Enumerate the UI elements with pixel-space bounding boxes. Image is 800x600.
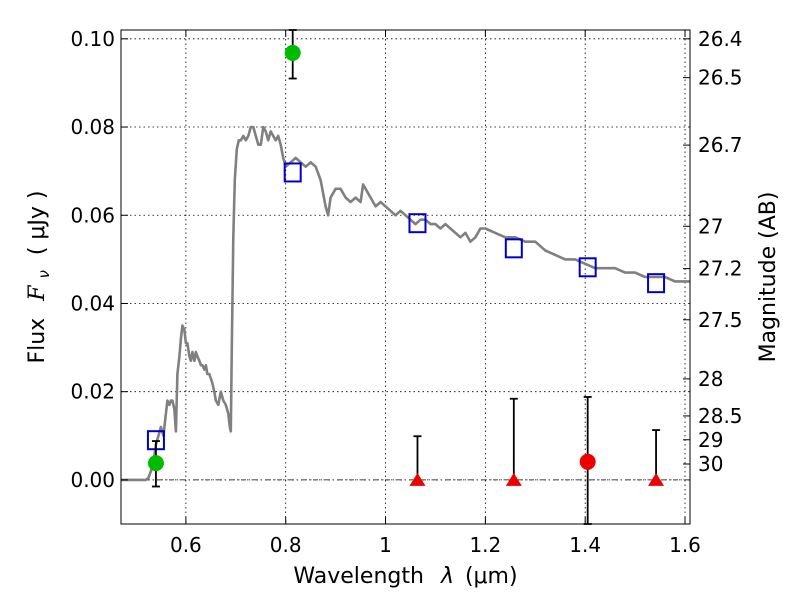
x-tick-label: 1 [379,533,392,557]
mag-tick-label: 28.5 [698,404,743,428]
y-axis-label-unit: ( μJy ) [25,190,50,255]
detection-markers [147,44,665,486]
mag-tick-label: 26.5 [698,66,743,90]
y-tick-label: 0.08 [70,115,115,139]
plot-frame [120,29,691,525]
y-tick-label: 0.00 [70,468,115,492]
x-tick-label: 0.8 [270,533,302,557]
spectrum-line [121,125,690,482]
model-square-marker [283,162,302,183]
detection-circle-marker [284,44,301,61]
x-tick-label: 1.2 [469,533,501,557]
x-axis-label: Wavelength λ (μm) [293,564,517,589]
detection-circle-marker [579,453,596,470]
model-square-marker [578,257,597,278]
x-tick-label: 1.4 [569,533,601,557]
mag-tick-label: 26.4 [698,27,743,51]
model-square-marker [647,273,666,294]
mag-tick-label: 29 [698,428,723,452]
mag-tick-label: 26.7 [698,133,743,157]
y-tick-label: 0.02 [70,380,115,404]
upper-limit-triangle-marker [409,472,426,486]
upper-limit-triangle-marker [648,472,665,486]
x-axis-label-text: Wavelength [293,564,424,589]
y-axis-label-text: Flux [25,318,50,364]
mag-tick-label: 30 [698,452,723,476]
x-axis-label-unit: (μm) [465,564,518,589]
y-tick-label: 0.10 [70,27,115,51]
y-tick-label: 0.06 [70,203,115,227]
mag-tick-label: 27.2 [698,257,743,281]
x-axis-label-symbol: λ [440,564,454,589]
y-axis-label-sub: ν [35,270,53,278]
x-tick-label: 1.6 [669,533,701,557]
mag-tick-label: 28 [698,367,723,391]
mag-tick-label: 27.5 [698,308,743,332]
model-square-marker [504,238,523,259]
spectrum-series [121,125,690,482]
grid-lines [121,30,690,524]
y-tick-label: 0.04 [70,291,115,315]
upper-limit-triangle-marker [505,472,522,486]
y-axis-label-symbol: F [25,285,50,302]
model-square-marker [408,213,427,234]
axis-ticks: 0.6 0.8 1 1.2 1.4 1.6 0.00 0.02 0.04 0.06 0.08 0.10… [70,27,742,557]
detection-circle-marker [147,455,164,472]
mag-tick-label: 27 [698,214,723,238]
right-axis-label: Magnitude (AB) [756,192,781,363]
y-axis-label: Flux F ν ( μJy ) [25,190,55,363]
x-tick-label: 0.6 [170,533,202,557]
